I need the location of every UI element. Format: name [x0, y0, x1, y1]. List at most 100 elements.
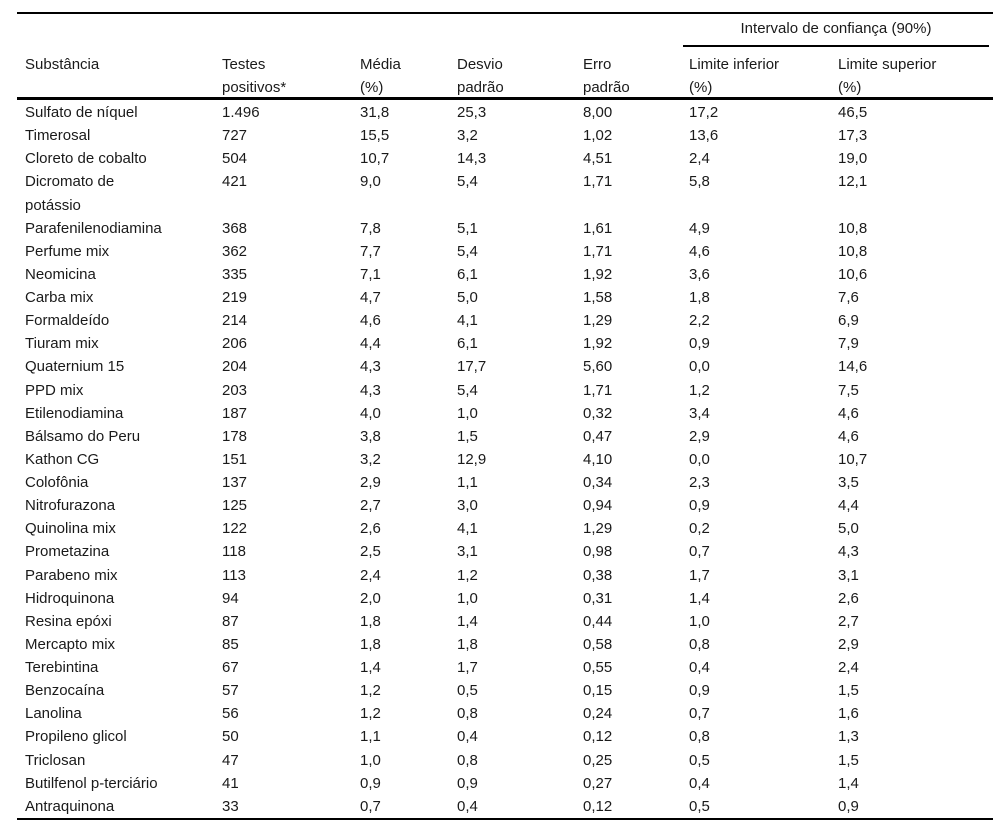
value-cell: 1,58	[583, 289, 613, 306]
table-row: Formaldeído 214 4,6 4,1 1,29 2,2 6,9	[25, 309, 990, 332]
value-cell: 17,7	[457, 358, 487, 376]
value-cell: 6,1	[457, 335, 478, 353]
value-cell: 1,4	[360, 659, 381, 676]
substance-name: Timerosal	[25, 127, 91, 145]
value-cell: 113	[222, 566, 246, 584]
value-cell: 4,9	[689, 219, 710, 237]
value-cell: 10,8	[838, 242, 868, 260]
value-cell: 6,9	[838, 312, 859, 330]
value-cell: 4,4	[838, 497, 859, 515]
value-cell: 0,32	[583, 404, 613, 422]
substance-name: Tiuram mix	[25, 335, 99, 353]
value-cell: 1,2	[457, 566, 478, 584]
table-row: Mercapto mix 85 1,8 1,8 0,58 0,8 2,9	[25, 633, 990, 656]
value-cell: 41	[222, 774, 239, 792]
value-cell: 504	[222, 150, 248, 168]
substance-name: Etilenodiamina	[25, 404, 124, 422]
substance-name: Quinolina mix	[25, 520, 116, 538]
value-cell: 17,3	[838, 127, 868, 145]
value-cell: 10,7	[360, 150, 390, 168]
value-cell: 151	[222, 450, 248, 468]
value-cell: 1,71	[583, 242, 613, 260]
value-cell: 5,8	[689, 173, 710, 191]
value-cell: 1,3	[838, 728, 859, 746]
value-cell: 2,5	[360, 543, 381, 561]
value-cell: 1,8	[689, 289, 710, 306]
col-header-media: Média (%)	[360, 56, 401, 97]
table-row: Etilenodiamina 187 4,0 1,0 0,32 3,4 4,6	[25, 402, 990, 425]
value-cell: 5,0	[838, 520, 859, 538]
value-cell: 1,5	[457, 427, 478, 445]
table-row: Dicromato de potássio 421 9,0 5,4 1,71 5,8 12,…	[25, 170, 990, 216]
substance-name: Cloreto de cobalto	[25, 150, 147, 168]
value-cell: 1,5	[838, 682, 859, 700]
substance-name: Colofônia	[25, 474, 89, 491]
table-row: Sulfato de níquel 1.496 31,8 25,3 8,00 17,2 46…	[25, 101, 990, 124]
value-cell: 0,4	[457, 797, 478, 815]
value-cell: 4,6	[838, 427, 859, 445]
value-cell: 1,0	[457, 589, 478, 607]
value-cell: 5,4	[457, 173, 478, 191]
value-cell: 1,7	[689, 566, 710, 584]
value-cell: 2,0	[360, 589, 381, 607]
value-cell: 7,1	[360, 265, 381, 283]
value-cell: 335	[222, 265, 248, 283]
table-row: Timerosal 727 15,5 3,2 1,02 13,6 17,3	[25, 124, 990, 147]
value-cell: 0,25	[583, 751, 613, 769]
substance-name: Parabeno mix	[25, 566, 118, 584]
value-cell: 10,8	[838, 219, 868, 237]
value-cell: 2,7	[838, 612, 859, 630]
value-cell: 187	[222, 404, 248, 422]
value-cell: 14,6	[838, 358, 868, 376]
value-cell: 3,2	[360, 450, 381, 468]
value-cell: 0,34	[583, 474, 613, 491]
substance-name: Formaldeído	[25, 312, 110, 330]
value-cell: 2,3	[689, 474, 710, 491]
value-cell: 0,7	[689, 543, 710, 561]
value-cell: 4,3	[838, 543, 859, 561]
value-cell: 206	[222, 335, 248, 353]
value-cell: 204	[222, 358, 248, 376]
value-cell: 2,9	[360, 474, 381, 491]
confidence-interval-group-header: Intervalo de confiança (90%)	[740, 20, 932, 37]
value-cell: 10,6	[838, 265, 868, 283]
table-row: PPD mix 203 4,3 5,4 1,71 1,2 7,5	[25, 379, 990, 402]
value-cell: 1,8	[360, 612, 381, 630]
value-cell: 0,12	[583, 728, 613, 746]
value-cell: 0,98	[583, 543, 613, 561]
value-cell: 4,1	[457, 312, 478, 330]
col-header-substancia: Substância	[25, 56, 100, 73]
value-cell: 7,5	[838, 381, 859, 399]
value-cell: 2,4	[838, 659, 859, 676]
value-cell: 50	[222, 728, 239, 746]
value-cell: 1,1	[360, 728, 381, 746]
value-cell: 4,6	[689, 242, 710, 260]
value-cell: 1,0	[457, 404, 478, 422]
table-row: Bálsamo do Peru 178 3,8 1,5 0,47 2,9 4,6	[25, 425, 990, 448]
value-cell: 0,15	[583, 682, 613, 700]
value-cell: 7,6	[838, 289, 859, 306]
table-row: Parabeno mix 113 2,4 1,2 0,38 1,7 3,1	[25, 564, 990, 587]
table-body: Sulfato de níquel 1.496 31,8 25,3 8,00 17,2 46…	[0, 101, 1000, 818]
table-row: Tiuram mix 206 4,4 6,1 1,92 0,9 7,9	[25, 332, 990, 355]
value-cell: 0,2	[689, 520, 710, 538]
value-cell: 1,6	[838, 705, 859, 723]
table-row: Cloreto de cobalto 504 10,7 14,3 4,51 2,4 19,0	[25, 147, 990, 170]
value-cell: 0,94	[583, 497, 613, 515]
value-cell: 0,44	[583, 612, 613, 630]
value-cell: 33	[222, 797, 239, 815]
value-cell: 0,9	[360, 774, 381, 792]
value-cell: 0,58	[583, 635, 613, 653]
value-cell: 15,5	[360, 127, 390, 145]
value-cell: 219	[222, 289, 248, 306]
table-row: Hidroquinona 94 2,0 1,0 0,31 1,4 2,6	[25, 587, 990, 610]
value-cell: 2,4	[689, 150, 710, 168]
value-cell: 85	[222, 635, 239, 653]
substance-name: Lanolina	[25, 705, 82, 723]
value-cell: 362	[222, 242, 248, 260]
value-cell: 1,8	[457, 635, 478, 653]
value-cell: 0,4	[689, 659, 710, 676]
value-cell: 5,4	[457, 381, 478, 399]
value-cell: 125	[222, 497, 248, 515]
value-cell: 0,4	[457, 728, 478, 746]
